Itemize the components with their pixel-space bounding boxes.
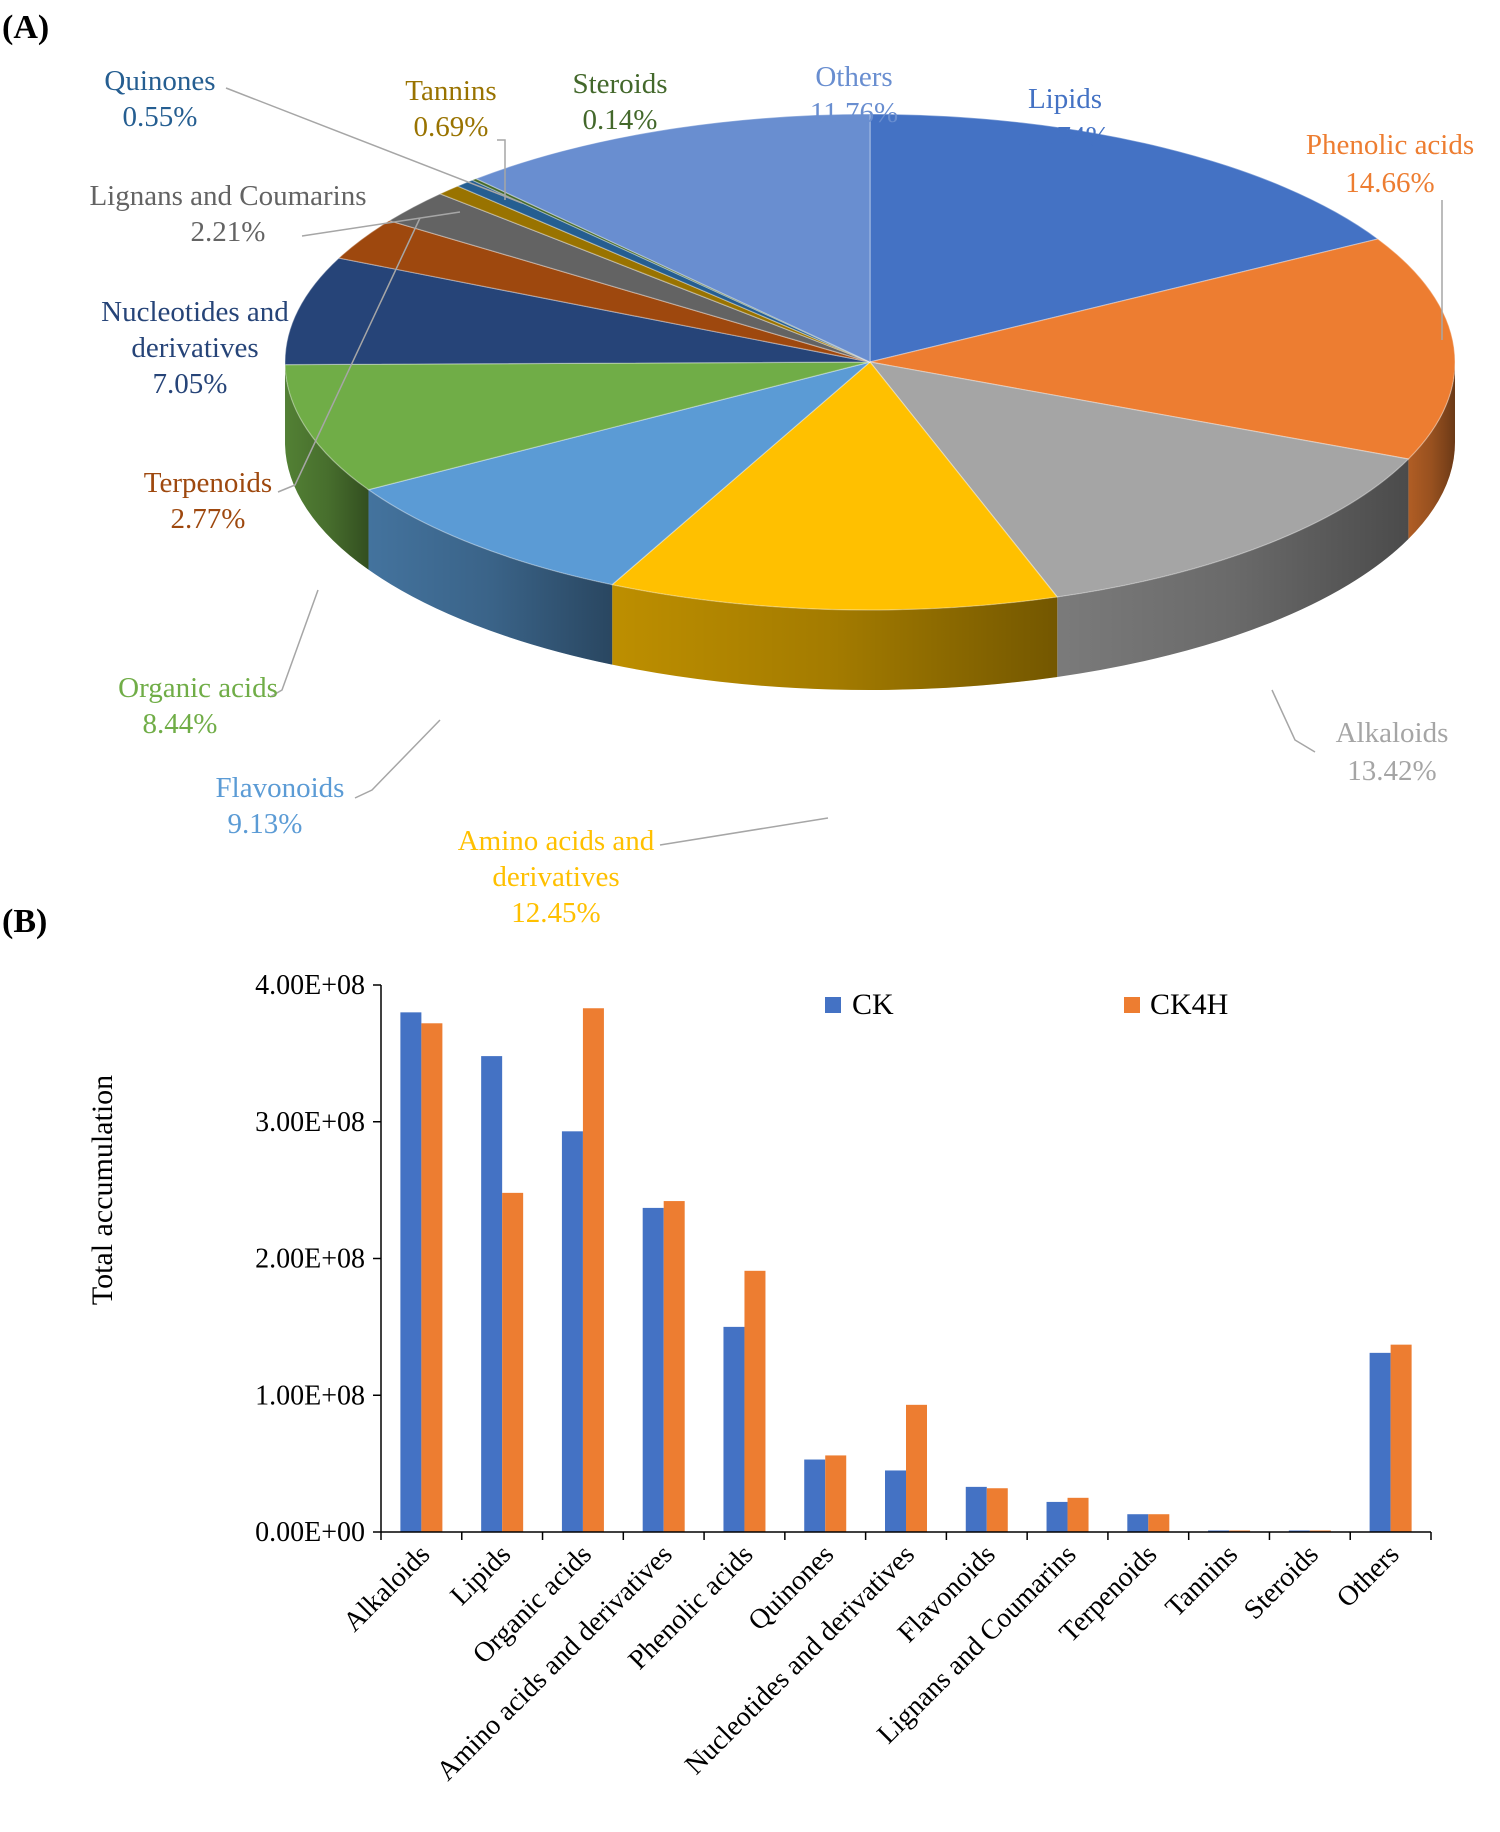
pie-slices [285, 114, 1455, 610]
bar-ck-terpenoids [1127, 1514, 1148, 1532]
bar-ck4h-alkaloids [421, 1023, 442, 1532]
bar-ck4h-nucleotides-and-derivatives [906, 1405, 927, 1532]
bar-ck4h-lipids [502, 1193, 523, 1532]
pie-label-value-quinones: 0.55% [123, 101, 198, 133]
pie-label-value-flavonoids: 9.13% [228, 808, 303, 840]
bar-ck4h-organic-acids [583, 1008, 604, 1532]
pie-label-name-phenolic-acids: Phenolic acids [1306, 129, 1474, 161]
leader-line-alkaloids [1272, 690, 1315, 752]
pie-label-phenolic-acids: Phenolic acids 14.66% [1306, 129, 1474, 199]
pie-label-value-nucleotides-and-derivatives: 7.05% [153, 368, 228, 400]
pie-label-steroids: Steroids 0.14% [572, 68, 667, 136]
bar-ck-organic-acids [562, 1131, 583, 1532]
bar-ck4h-lignans-and-coumarins [1068, 1498, 1089, 1532]
pie-label-name-nucleotides-and-derivatives-2: derivatives [131, 332, 258, 364]
pie-label-value-alkaloids: 13.42% [1347, 755, 1436, 787]
pie-label-name-quinones: Quinones [104, 65, 215, 97]
pie-label-alkaloids: Alkaloids 13.42% [1336, 717, 1449, 787]
y-tick-label: 2.00E+08 [255, 1244, 365, 1275]
pie-label-value-amino-acids-and-derivatives: 12.45% [511, 897, 600, 929]
y-tick-label: 3.00E+08 [255, 1107, 365, 1138]
pie-label-value-phenolic-acids: 14.66% [1345, 167, 1434, 199]
pie-label-name-amino-acids-and-derivatives-2: derivatives [492, 861, 619, 893]
figure: (A) (B) Lipids 16.74% Phenolic acids 14.66%… [0, 0, 1500, 1832]
bar-ck-phenolic-acids [723, 1327, 744, 1532]
bar-ck4h-terpenoids [1148, 1514, 1169, 1532]
y-tick-label: 0.00E+00 [255, 1517, 365, 1548]
bar-ck-nucleotides-and-derivatives [885, 1470, 906, 1532]
leader-line-flavonoids [355, 720, 440, 798]
bar-ck4h-others [1391, 1345, 1412, 1532]
bar-ck-amino-acids-and-derivatives [643, 1208, 664, 1532]
x-tick-label-steroids: Steroids [1238, 1539, 1325, 1626]
pie-label-terpenoids: Terpenoids 2.77% [144, 467, 272, 535]
y-axis-ticks: 0.00E+00 1.00E+08 2.00E+08 3.00E+08 4.00E+08 [255, 970, 381, 1548]
panel-label-a: (A) [2, 9, 49, 46]
pie-label-value-lignans-and-coumarins: 2.21% [191, 216, 266, 248]
x-tick-label-tannins: Tannins [1160, 1539, 1244, 1623]
bar-ck4h-quinones [825, 1455, 846, 1532]
bar-ck-flavonoids [966, 1487, 987, 1532]
legend-label-ck4h: CK4H [1150, 988, 1228, 1021]
bars [400, 1008, 1411, 1532]
pie-label-value-organic-acids: 8.44% [143, 708, 218, 740]
bar-ck-quinones [804, 1460, 825, 1532]
bar-ck-alkaloids [400, 1012, 421, 1532]
pie-label-others: Others 11.76% [810, 61, 898, 129]
bar-ck-others [1370, 1353, 1391, 1532]
pie-label-nucleotides-and-derivatives: Nucleotides and derivatives 7.05% [101, 296, 289, 400]
y-axis-label: Total accumulation [86, 1075, 119, 1305]
pie-label-name-flavonoids: Flavonoids [216, 772, 345, 804]
pie-label-name-organic-acids: Organic acids [118, 672, 278, 704]
bar-ck4h-flavonoids [987, 1488, 1008, 1532]
legend-swatch-ck4h [1124, 997, 1140, 1013]
pie-label-value-tannins: 0.69% [414, 111, 489, 143]
pie-label-name-lignans-and-coumarins: Lignans and Coumarins [89, 180, 366, 212]
pie-label-tannins: Tannins 0.69% [405, 75, 496, 143]
bar-chart: Total accumulation 0.00E+00 1.00E+08 2.00E… [86, 970, 1431, 1787]
pie-label-organic-acids: Organic acids 8.44% [118, 672, 278, 740]
pie-chart: Lipids 16.74% Phenolic acids 14.66% Alkaloid… [89, 61, 1474, 929]
pie-label-name-others: Others [815, 61, 892, 93]
pie-label-value-others: 11.76% [810, 97, 898, 129]
y-tick-label: 1.00E+08 [255, 1380, 365, 1411]
pie-label-name-amino-acids-and-derivatives-1: Amino acids and [458, 825, 655, 857]
leader-line-amino-acids-and-derivatives [660, 818, 828, 845]
legend: CK CK4H [825, 988, 1228, 1021]
pie-label-value-lipids: 16.74% [1020, 121, 1109, 153]
pie-label-name-steroids: Steroids [572, 68, 667, 100]
pie-label-value-steroids: 0.14% [583, 104, 658, 136]
pie-label-name-nucleotides-and-derivatives-1: Nucleotides and [101, 296, 289, 328]
pie-label-name-terpenoids: Terpenoids [144, 467, 272, 499]
pie-label-quinones: Quinones 0.55% [104, 65, 215, 133]
pie-label-lignans-and-coumarins: Lignans and Coumarins 2.21% [89, 180, 366, 248]
legend-label-ck: CK [852, 988, 894, 1021]
pie-label-amino-acids-and-derivatives: Amino acids and derivatives 12.45% [458, 825, 655, 929]
pie-label-value-terpenoids: 2.77% [171, 503, 246, 535]
x-tick-label-alkaloids: Alkaloids [337, 1539, 436, 1638]
pie-label-name-tannins: Tannins [405, 75, 496, 107]
bar-ck-lipids [481, 1056, 502, 1532]
x-tick-label-lipids: Lipids [445, 1539, 518, 1612]
pie-label-lipids: Lipids 16.74% [1020, 83, 1109, 153]
bar-ck4h-phenolic-acids [744, 1271, 765, 1532]
panel-label-b: (B) [2, 903, 47, 940]
bar-ck4h-amino-acids-and-derivatives [664, 1201, 685, 1532]
pie-label-flavonoids: Flavonoids 9.13% [216, 772, 345, 840]
legend-swatch-ck [825, 997, 841, 1013]
x-tick-label-others: Others [1331, 1539, 1406, 1614]
y-tick-label: 4.00E+08 [255, 970, 365, 1001]
pie-label-name-lipids: Lipids [1028, 83, 1102, 115]
bar-ck-lignans-and-coumarins [1047, 1502, 1068, 1532]
pie-label-name-alkaloids: Alkaloids [1336, 717, 1449, 749]
